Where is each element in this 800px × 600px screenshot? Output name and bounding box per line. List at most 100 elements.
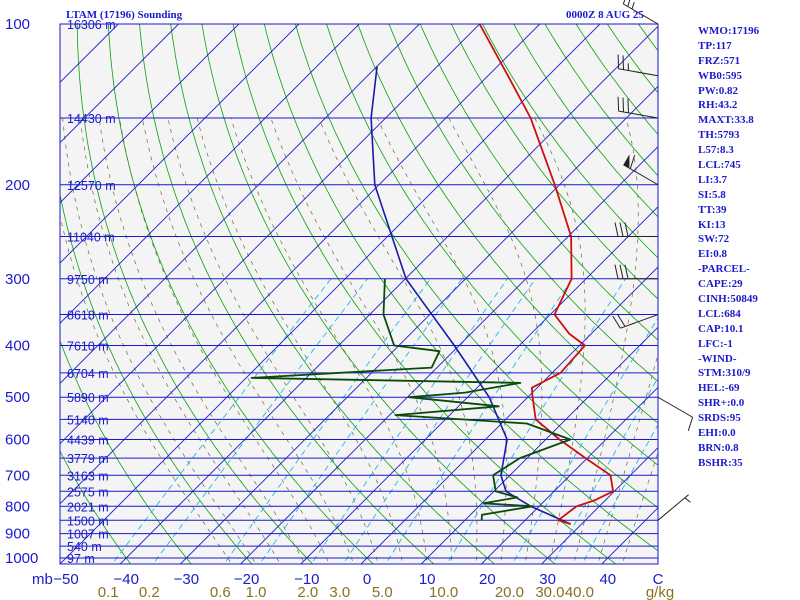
index-item: TP:117: [698, 39, 732, 52]
index-item: BSHR:35: [698, 456, 743, 469]
index-item: WMO:17196: [698, 25, 760, 37]
index-item: SW:72: [698, 233, 730, 246]
wind-barb-full: [629, 154, 636, 169]
wind-barb-full: [617, 96, 620, 112]
dry-adiabat: [784, 12, 800, 569]
sounding-title: LTAM (17196) Sounding: [66, 9, 183, 21]
pressure-unit-label: mb: [32, 571, 53, 588]
index-item: LFC:-1: [698, 337, 733, 350]
index-item: LCL:745: [698, 159, 741, 172]
pressure-label: 1000: [5, 550, 38, 567]
wind-barb-shaft: [618, 68, 659, 77]
height-label: 16306 m: [67, 18, 116, 32]
isotherm: [60, 24, 300, 264]
wind-barb-half: [631, 2, 635, 10]
index-item: CINH:50849: [698, 293, 758, 306]
wind-barb: [657, 494, 691, 521]
wind-barb-full: [622, 97, 625, 112]
wind-barb-shaft: [657, 396, 693, 418]
index-item: TH:5793: [698, 129, 740, 142]
dry-adiabat: [232, 24, 617, 564]
temperature-tick-label: −30: [174, 571, 199, 588]
wind-barb-full: [617, 54, 620, 69]
wind-barb: [622, 0, 659, 25]
dry-adiabat: [60, 450, 132, 564]
mixing-ratio-label: 5.0: [372, 584, 393, 600]
wind-barb-full: [619, 222, 624, 237]
index-item: LCL:684: [698, 307, 741, 320]
index-item: WB0:595: [698, 69, 742, 82]
mixing-ratio-label: 1.0: [246, 584, 267, 600]
mixing-ratio-label: 30.0: [535, 584, 564, 600]
wind-barb: [617, 96, 659, 119]
wind-barb: [657, 396, 694, 432]
mixing-ratio-line: [581, 423, 658, 564]
wind-barb-full: [624, 264, 629, 279]
height-label: 7610 m: [67, 340, 109, 354]
pressure-label: 100: [5, 16, 30, 33]
isotherm: [360, 266, 658, 564]
index-item: HEL:-69: [698, 382, 740, 395]
plot-frame: [59, 23, 659, 565]
wind-barb-half: [684, 497, 691, 503]
isotherm: [60, 24, 360, 324]
height-label: 14430 m: [67, 112, 116, 126]
height-label: 2021 m: [67, 500, 109, 514]
height-label: 1007 m: [67, 528, 109, 542]
plot-background: [60, 24, 658, 564]
height-label: 12570 m: [67, 179, 116, 193]
isotherm: [60, 24, 481, 445]
index-item: PW:0.82: [698, 84, 739, 97]
mixing-ratio-line: [511, 317, 658, 564]
wind-barb-shaft: [657, 494, 689, 521]
isotherm: [420, 326, 658, 564]
wind-barb-full: [614, 264, 619, 279]
wind-barb: [614, 222, 658, 237]
height-label: 4439 m: [67, 434, 109, 448]
mixing-ratio-line: [310, 278, 508, 564]
wind-barb: [617, 54, 659, 77]
dewpoint-trace: [250, 278, 572, 521]
index-item: SRDS:95: [698, 412, 741, 425]
index-item: FRZ:571: [698, 54, 741, 67]
indices-panel: WMO:17196 TP:117 FRZ:571 WB0:595 PW:0.82 RH:4…: [698, 24, 759, 471]
dry-adiabat: [753, 12, 800, 569]
index-item: EHI:0.0: [698, 427, 736, 440]
temperature-tick-label: −20: [234, 571, 259, 588]
dry-adiabat: [60, 339, 192, 564]
dry-adiabat: [139, 24, 435, 564]
isotherm: [119, 25, 658, 564]
height-label: 540 m: [67, 540, 102, 554]
pressure-label: 400: [5, 338, 30, 355]
isotherm: [480, 386, 658, 564]
wind-barb-flag: [623, 154, 630, 169]
dry-adiabat: [419, 24, 658, 341]
index-item: SI:5.8: [698, 188, 726, 201]
wind-barb-full: [627, 0, 631, 7]
index-item: -PARCEL-: [698, 263, 750, 276]
temperature-tick-label: −40: [113, 571, 138, 588]
dry-adiabat: [170, 24, 496, 564]
index-item: SHR+:0.0: [698, 397, 745, 410]
mixing-ratio-line: [385, 278, 573, 564]
temperature-tick-label: 40: [599, 571, 616, 588]
index-item: L57:8.3: [698, 144, 734, 157]
height-label: 3779 m: [67, 452, 109, 466]
dry-adiabat: [294, 24, 658, 509]
wind-barb-full: [612, 315, 621, 329]
pressure-label: 700: [5, 467, 30, 484]
wind-barb-full: [614, 222, 619, 237]
height-label: 9750 m: [67, 273, 109, 287]
wind-barb-full: [627, 98, 629, 113]
height-label: 3163 m: [67, 469, 109, 483]
pressure-label: 300: [5, 271, 30, 288]
index-item: EI:0.8: [698, 248, 728, 261]
wind-barb-full: [622, 55, 625, 70]
isotherm: [60, 24, 541, 505]
mixing-ratio-line: [446, 278, 626, 564]
isotherm: [179, 85, 658, 564]
temperature-unit-label: C: [653, 571, 664, 588]
mixing-ratio-line: [152, 278, 368, 564]
height-label: 5140 m: [67, 413, 109, 427]
